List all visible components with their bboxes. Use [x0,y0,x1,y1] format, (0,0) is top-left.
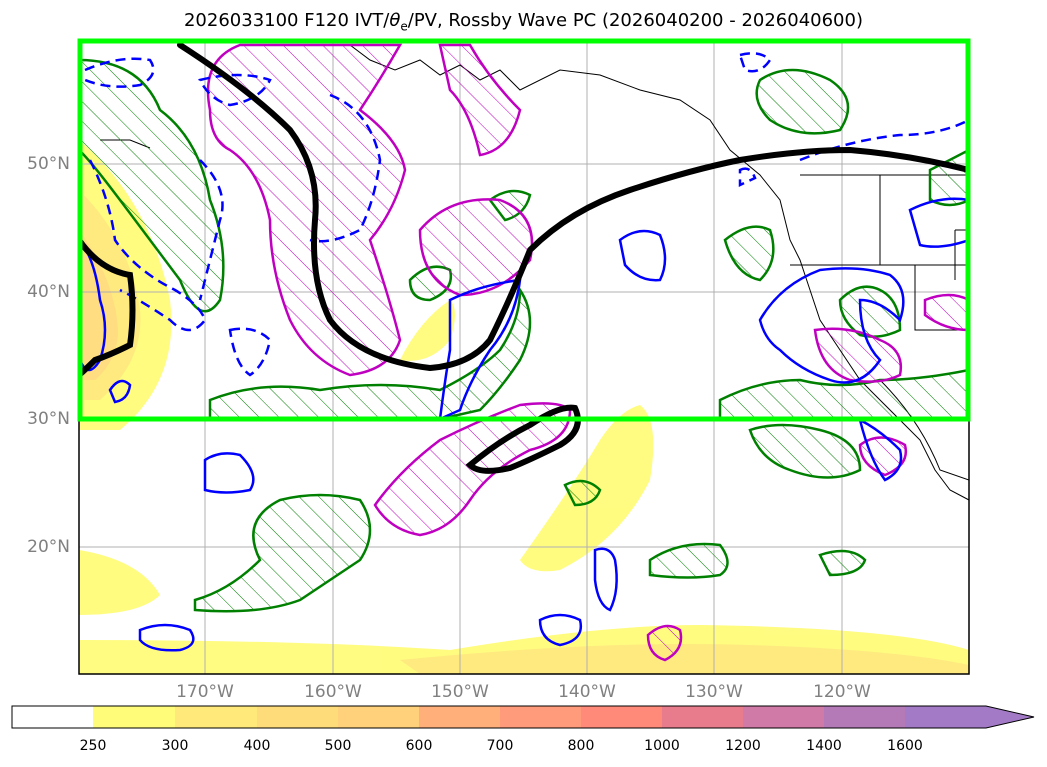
ivt-shading [79,140,969,674]
colorbar-tick: 1400 [806,738,842,754]
lat-label: 20°N [27,537,70,557]
colorbar-tick: 500 [324,738,352,754]
lon-label: 150°W [431,682,489,702]
dashed-contours [84,52,969,377]
negative-pc-contours [79,197,969,652]
colorbar-tick: 1600 [887,738,923,754]
lon-label: 140°W [558,682,616,702]
lat-label: 40°N [27,282,70,302]
lon-label: 170°W [176,682,234,702]
colorbar-tick: 800 [567,738,595,754]
pv-contours [206,43,969,662]
lon-label: 160°W [304,682,362,702]
colorbar [11,705,1035,729]
colorbar-tick: 700 [486,738,514,754]
lat-label: 30°N [27,409,70,429]
lon-label: 120°W [813,682,871,702]
region-highlight-box [77,38,971,422]
colorbar-tick: 600 [405,738,433,754]
lon-label: 130°W [685,682,743,702]
lat-label: 50°N [27,154,70,174]
colorbar-tick: 1200 [725,738,761,754]
colorbar-tick: 400 [243,738,271,754]
theta-e-contours [79,58,969,613]
chart-title: 2026033100 F120 IVT/θe/PV, Rossby Wave P… [183,10,863,34]
colorbar-tick: 250 [79,738,107,754]
wave-line [79,42,969,474]
colorbar-tick: 300 [161,738,189,754]
colorbar-tick: 1000 [644,738,680,754]
